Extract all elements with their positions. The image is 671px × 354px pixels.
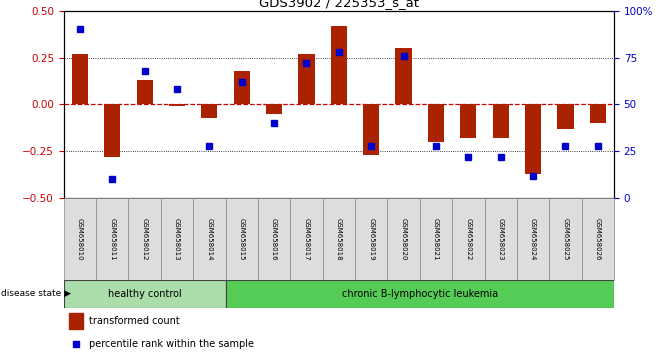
Bar — [299, 54, 315, 104]
Bar — [161, 198, 193, 280]
Bar — [558, 104, 574, 129]
Text: GSM658023: GSM658023 — [498, 218, 504, 260]
Bar — [64, 198, 96, 280]
Bar — [355, 198, 387, 280]
Bar — [234, 71, 250, 104]
Bar — [590, 104, 606, 123]
Bar — [193, 198, 225, 280]
Text: GSM658013: GSM658013 — [174, 218, 180, 260]
Text: disease state ▶: disease state ▶ — [1, 289, 70, 298]
Text: GSM658012: GSM658012 — [142, 218, 148, 260]
Bar — [137, 80, 153, 104]
Bar — [460, 104, 476, 138]
Bar — [517, 198, 550, 280]
Text: healthy control: healthy control — [108, 289, 182, 299]
Bar — [128, 198, 161, 280]
Bar — [225, 280, 614, 308]
Text: GSM658014: GSM658014 — [207, 218, 213, 260]
Bar — [69, 313, 83, 329]
Bar — [428, 104, 444, 142]
Bar — [387, 198, 420, 280]
Text: transformed count: transformed count — [89, 316, 179, 326]
Bar — [201, 104, 217, 118]
Bar — [323, 198, 355, 280]
Bar — [258, 198, 291, 280]
Text: GSM658026: GSM658026 — [595, 218, 601, 260]
Text: GSM658011: GSM658011 — [109, 218, 115, 260]
Bar — [266, 104, 282, 114]
Bar — [96, 198, 128, 280]
Text: GSM658020: GSM658020 — [401, 218, 407, 260]
Bar — [72, 54, 88, 104]
Text: GSM658022: GSM658022 — [465, 218, 471, 260]
Bar — [104, 104, 120, 157]
Bar — [363, 104, 379, 155]
Text: GSM658018: GSM658018 — [336, 218, 342, 260]
Bar — [582, 198, 614, 280]
Bar — [395, 48, 412, 104]
Text: chronic B-lymphocytic leukemia: chronic B-lymphocytic leukemia — [342, 289, 498, 299]
Bar — [64, 280, 225, 308]
Text: GSM658021: GSM658021 — [433, 218, 439, 260]
Bar — [484, 198, 517, 280]
Bar — [169, 104, 185, 106]
Bar — [493, 104, 509, 138]
Bar — [452, 198, 484, 280]
Title: GDS3902 / 225353_s_at: GDS3902 / 225353_s_at — [259, 0, 419, 10]
Text: GSM658015: GSM658015 — [239, 218, 245, 260]
Text: GSM658016: GSM658016 — [271, 218, 277, 260]
Bar — [420, 198, 452, 280]
Text: GSM658010: GSM658010 — [77, 218, 83, 260]
Text: GSM658025: GSM658025 — [562, 218, 568, 260]
Bar — [331, 25, 347, 104]
Bar — [225, 198, 258, 280]
Text: GSM658019: GSM658019 — [368, 218, 374, 260]
Bar — [550, 198, 582, 280]
Bar — [525, 104, 541, 174]
Bar — [291, 198, 323, 280]
Text: GSM658017: GSM658017 — [303, 218, 309, 260]
Text: percentile rank within the sample: percentile rank within the sample — [89, 339, 254, 349]
Text: GSM658024: GSM658024 — [530, 218, 536, 260]
